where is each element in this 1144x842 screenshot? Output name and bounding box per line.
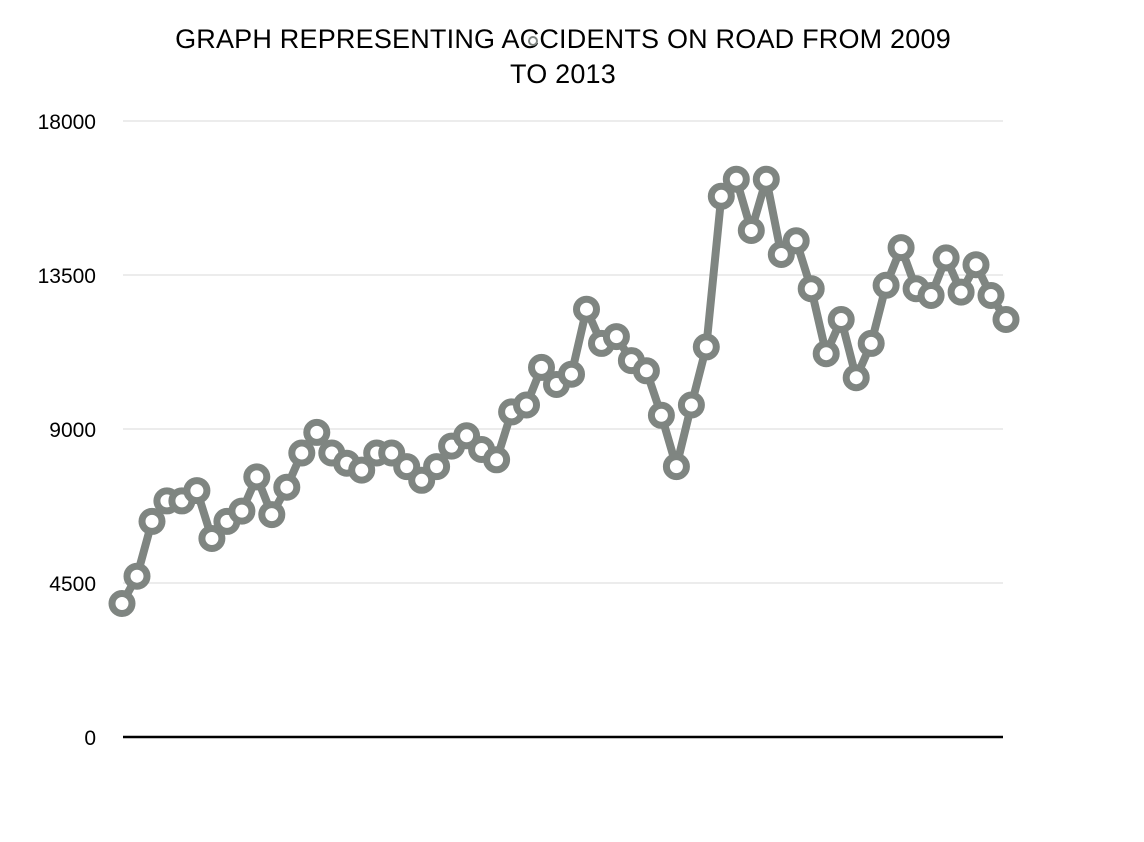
data-point bbox=[977, 282, 1005, 309]
data-point bbox=[722, 165, 750, 193]
y-tick-label: 18000 bbox=[38, 111, 96, 134]
data-point bbox=[123, 562, 151, 590]
data-point bbox=[677, 391, 705, 419]
data-point bbox=[962, 251, 990, 279]
data-point bbox=[992, 306, 1020, 333]
data-point bbox=[662, 453, 690, 481]
data-point bbox=[228, 497, 256, 525]
data-point bbox=[573, 295, 600, 323]
data-point bbox=[528, 353, 555, 381]
data-point bbox=[258, 501, 286, 529]
chart-title-line-2: TO 2013 bbox=[510, 59, 616, 89]
chart-title: GRAPH REPRESENTING ACCIDENTS ON ROAD FRO… bbox=[0, 22, 1126, 92]
data-point bbox=[887, 234, 915, 262]
data-point bbox=[797, 275, 825, 303]
y-tick-label: 13500 bbox=[38, 265, 96, 288]
data-point bbox=[782, 227, 810, 255]
data-point bbox=[917, 282, 945, 309]
y-tick-label: 9000 bbox=[49, 419, 96, 442]
data-point bbox=[513, 391, 540, 419]
data-point bbox=[737, 217, 765, 244]
data-point bbox=[707, 182, 735, 210]
data-point bbox=[243, 463, 271, 491]
chart-title-line-1: GRAPH REPRESENTING ACCIDENTS ON ROAD FRO… bbox=[175, 24, 951, 54]
data-point bbox=[857, 329, 885, 357]
data-point bbox=[932, 244, 960, 272]
data-point bbox=[872, 271, 900, 299]
data-point bbox=[827, 306, 855, 333]
data-point bbox=[483, 446, 511, 474]
data-point bbox=[692, 333, 720, 361]
data-point bbox=[138, 507, 166, 535]
data-point bbox=[558, 360, 585, 388]
y-axis-tick-labels: 0 4500 9000 13500 18000 bbox=[38, 111, 96, 750]
data-point bbox=[752, 165, 780, 193]
data-point bbox=[602, 323, 630, 351]
data-point bbox=[288, 439, 316, 467]
data-point bbox=[423, 453, 451, 481]
y-tick-label: 0 bbox=[84, 727, 96, 750]
data-point bbox=[842, 364, 870, 392]
data-point bbox=[812, 340, 840, 368]
data-point bbox=[108, 590, 136, 617]
data-point bbox=[348, 456, 376, 484]
data-point bbox=[647, 401, 675, 429]
series bbox=[108, 165, 1020, 617]
data-point bbox=[947, 278, 975, 306]
data-point bbox=[273, 473, 301, 501]
data-point bbox=[303, 418, 331, 446]
data-point bbox=[183, 477, 211, 505]
y-tick-label: 4500 bbox=[49, 573, 96, 596]
data-point bbox=[198, 525, 226, 552]
data-point bbox=[632, 357, 660, 385]
gridlines bbox=[123, 120, 1003, 584]
legend-marker bbox=[528, 36, 538, 46]
